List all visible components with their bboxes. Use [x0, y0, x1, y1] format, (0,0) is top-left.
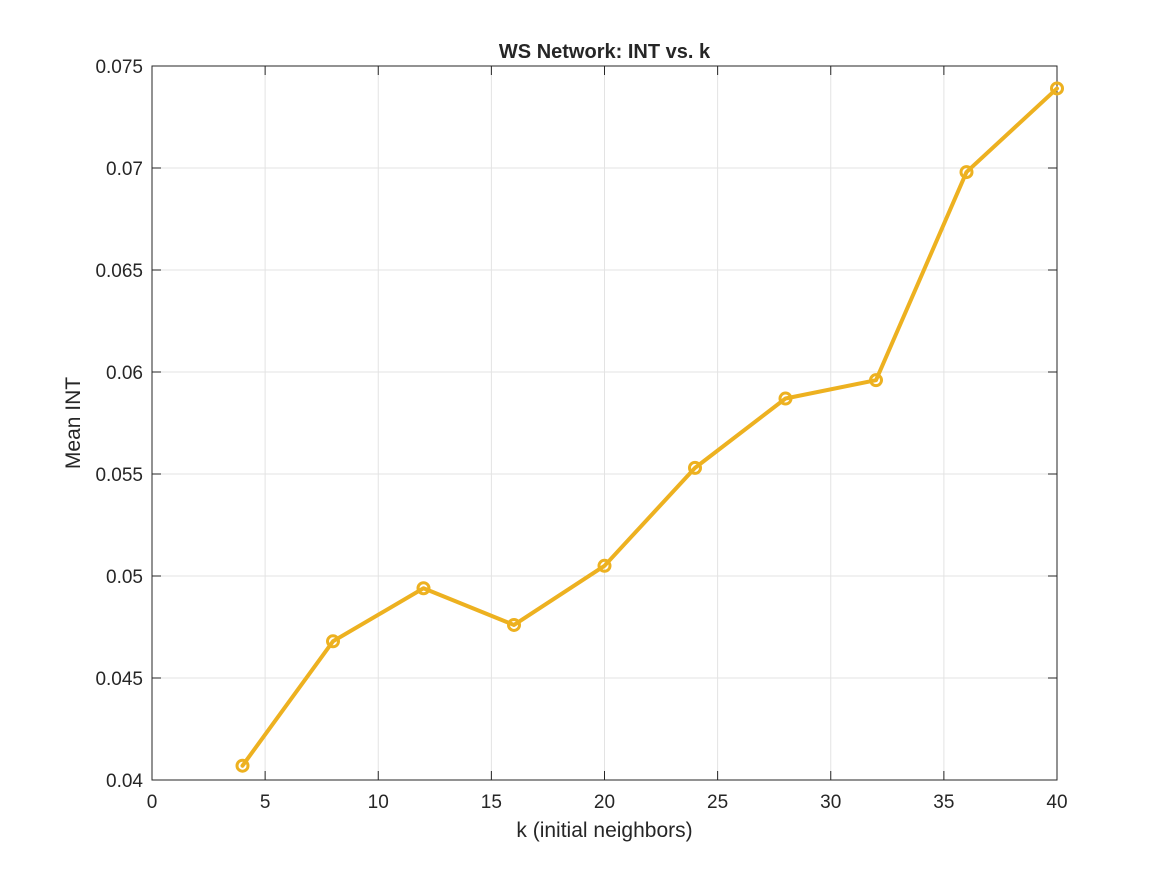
x-tick-labels: 0 5 10 15 20 25 30 35 40 — [147, 792, 1068, 813]
y-tick-label: 0.055 — [95, 465, 143, 486]
data-point-marker — [778, 391, 793, 406]
data-point-marker — [869, 373, 883, 388]
data-point-marker — [1050, 81, 1064, 96]
data-point-marker — [326, 634, 340, 649]
data-point-marker — [416, 581, 431, 596]
y-tick-label: 0.075 — [95, 57, 143, 78]
y-tick-label: 0.045 — [95, 669, 143, 690]
x-tick-label: 15 — [481, 792, 502, 813]
x-tick-label: 5 — [260, 792, 271, 813]
data-point-marker — [959, 165, 974, 180]
y-tick-label: 0.04 — [106, 771, 143, 792]
chart-title: WS Network: INT vs. k — [499, 41, 711, 63]
tick-marks — [151, 65, 1058, 781]
x-axis-label: k (initial neighbors) — [516, 819, 692, 842]
data-point-marker — [235, 758, 250, 773]
x-tick-label: 10 — [368, 792, 389, 813]
y-axis-label: Mean INT — [62, 377, 85, 469]
x-tick-label: 25 — [707, 792, 728, 813]
y-tick-label: 0.07 — [106, 159, 143, 180]
x-tick-label: 20 — [594, 792, 615, 813]
y-tick-label: 0.065 — [95, 261, 143, 282]
x-tick-label: 0 — [147, 792, 158, 813]
series-line — [240, 86, 1059, 768]
data-point-marker — [507, 617, 521, 632]
y-tick-labels: 0.04 0.045 0.05 0.055 0.06 0.065 0.07 0.075 — [95, 57, 143, 792]
x-tick-label: 35 — [933, 792, 954, 813]
x-tick-label: 40 — [1046, 792, 1067, 813]
data-point-marker — [688, 460, 702, 475]
data-point-marker — [597, 558, 612, 573]
x-tick-label: 30 — [820, 792, 841, 813]
series-layer — [235, 81, 1064, 773]
grid-lines — [151, 65, 1058, 781]
y-tick-label: 0.05 — [106, 567, 143, 588]
y-tick-label: 0.06 — [106, 363, 143, 384]
